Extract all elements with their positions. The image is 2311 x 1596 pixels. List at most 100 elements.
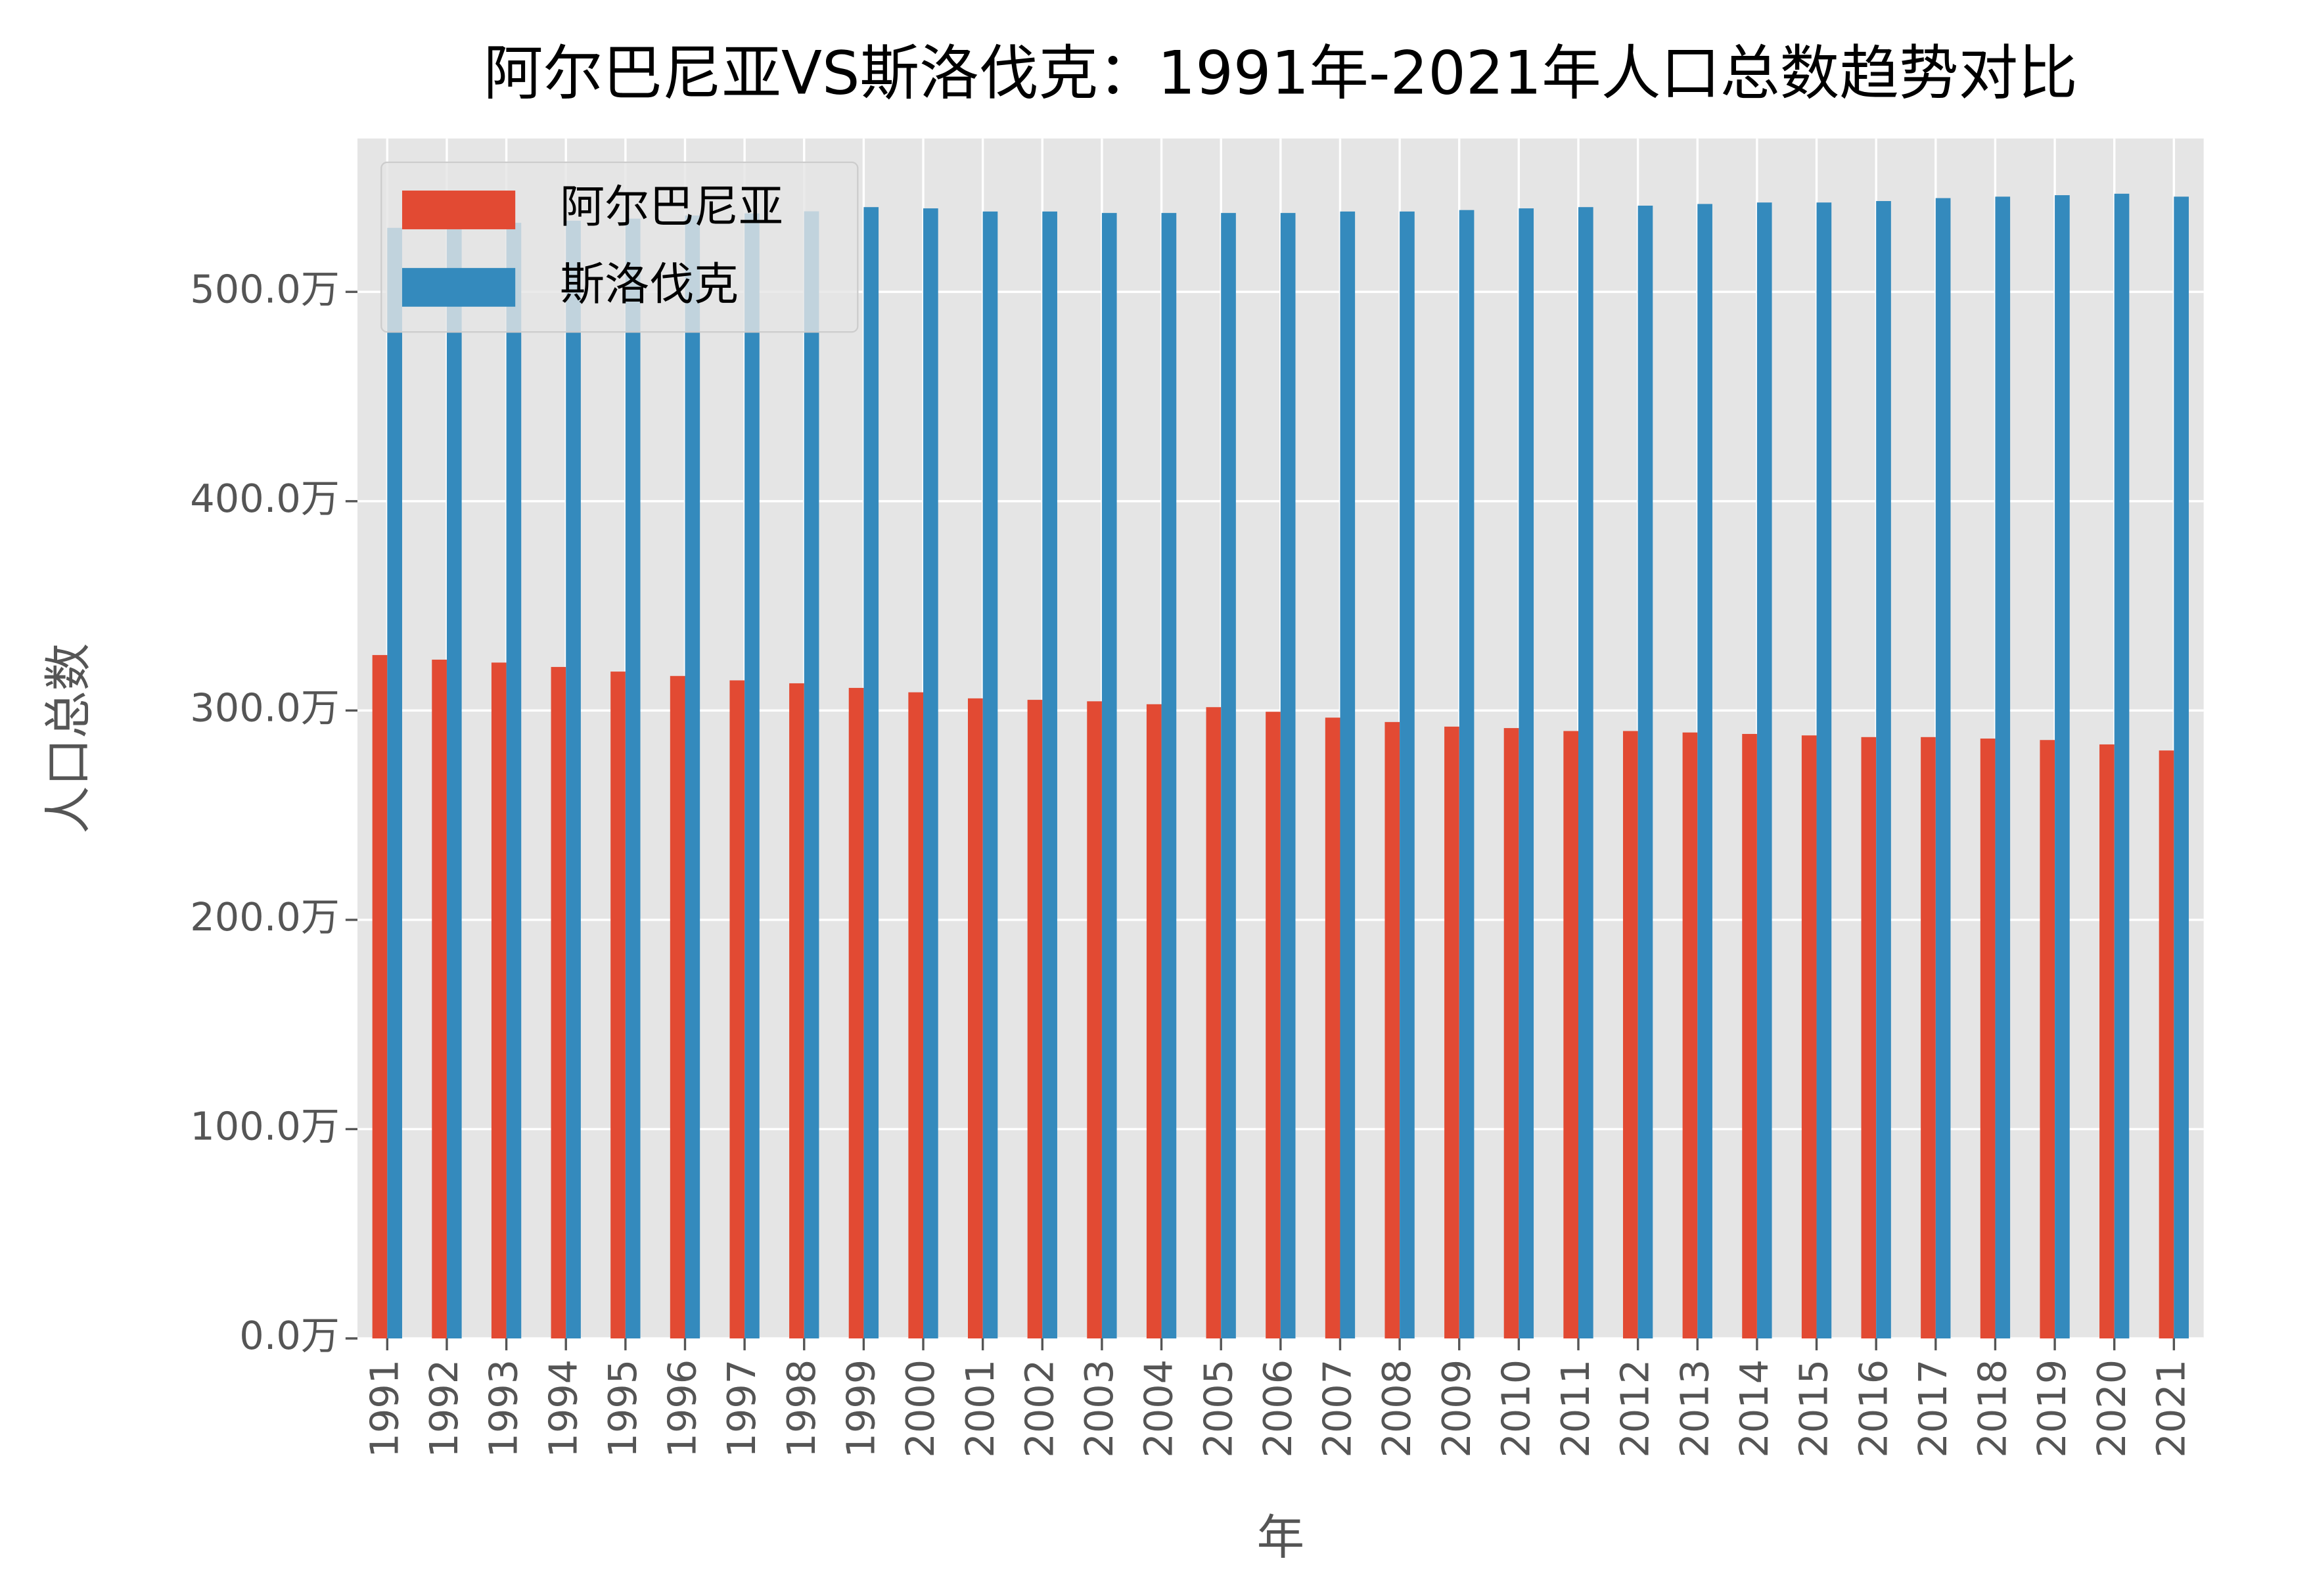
y-tick-label: 0.0万 xyxy=(239,1313,340,1358)
bar xyxy=(1861,737,1877,1339)
bar xyxy=(1682,732,1698,1339)
bar xyxy=(432,659,447,1339)
bar xyxy=(804,211,819,1339)
bar xyxy=(2055,195,2070,1339)
bar xyxy=(1042,211,1057,1339)
x-tick-label: 2001 xyxy=(957,1359,1003,1458)
bar xyxy=(789,683,804,1339)
y-tick-label: 200.0万 xyxy=(190,894,340,940)
x-tick-label: 2004 xyxy=(1136,1359,1181,1458)
bar xyxy=(923,208,938,1339)
bar xyxy=(1444,726,1459,1339)
bar xyxy=(1266,712,1281,1339)
y-tick-label: 100.0万 xyxy=(190,1104,340,1149)
bar xyxy=(1459,210,1475,1339)
x-tick-label: 2007 xyxy=(1315,1359,1360,1458)
bar xyxy=(372,654,388,1339)
bar xyxy=(2114,193,2130,1339)
chart-title: 阿尔巴尼亚VS斯洛伐克：1991年-2021年人口总数趋势对比 xyxy=(484,39,2078,108)
y-axis-label: 人口总数 xyxy=(41,643,97,834)
bar xyxy=(908,692,924,1339)
y-tick-label: 300.0万 xyxy=(190,685,340,730)
bar xyxy=(729,680,745,1339)
bar xyxy=(566,220,581,1339)
legend-swatch xyxy=(401,191,516,229)
x-tick-label: 1997 xyxy=(719,1359,764,1458)
x-tick-label: 2019 xyxy=(2029,1359,2074,1458)
bar xyxy=(1563,731,1579,1339)
y-tick-label: 400.0万 xyxy=(190,476,340,521)
bar xyxy=(1280,213,1296,1339)
bar xyxy=(1325,718,1340,1339)
bar xyxy=(506,223,522,1339)
legend-swatch xyxy=(401,267,516,307)
x-tick-label: 2020 xyxy=(2089,1359,2134,1458)
bar xyxy=(1816,202,1832,1339)
bar xyxy=(491,662,507,1339)
bar xyxy=(610,672,626,1339)
x-tick-label: 2014 xyxy=(1731,1359,1777,1458)
x-tick-label: 2011 xyxy=(1553,1359,1598,1458)
bar xyxy=(1578,207,1593,1339)
bar xyxy=(1622,731,1638,1339)
bar xyxy=(982,211,998,1339)
x-tick-label: 2017 xyxy=(1910,1359,1956,1458)
x-tick-label: 1996 xyxy=(660,1359,705,1458)
bar xyxy=(1503,728,1519,1339)
bar xyxy=(387,227,402,1339)
bar xyxy=(2040,740,2055,1339)
bar xyxy=(863,207,879,1339)
bar xyxy=(625,218,641,1339)
bar xyxy=(1876,200,1891,1339)
bar xyxy=(1206,707,1222,1339)
x-tick-label: 2006 xyxy=(1255,1359,1300,1458)
bar xyxy=(1101,213,1117,1339)
bar xyxy=(670,675,685,1339)
bar xyxy=(2099,744,2115,1339)
bar xyxy=(1146,704,1162,1339)
bar xyxy=(1742,734,1757,1339)
bar xyxy=(1161,213,1177,1339)
x-tick-label: 1995 xyxy=(600,1359,645,1458)
bar xyxy=(446,225,462,1339)
bar xyxy=(1801,735,1817,1339)
bar xyxy=(2159,750,2174,1339)
bar xyxy=(1519,208,1534,1339)
bar xyxy=(1637,205,1653,1339)
x-tick-label: 2021 xyxy=(2148,1359,2193,1458)
bar xyxy=(1027,700,1043,1339)
bar xyxy=(1995,196,2011,1339)
x-tick-label: 2005 xyxy=(1195,1359,1241,1458)
bar xyxy=(1980,739,1996,1339)
bar xyxy=(1384,721,1400,1339)
x-tick-label: 1998 xyxy=(779,1359,824,1458)
bar xyxy=(1340,211,1356,1339)
y-tick-label: 500.0万 xyxy=(190,266,340,311)
bar xyxy=(685,215,700,1339)
bar xyxy=(848,687,864,1339)
x-tick-label: 2015 xyxy=(1791,1359,1837,1458)
bar xyxy=(1697,204,1712,1339)
legend-label: 阿尔巴尼亚 xyxy=(560,181,783,233)
x-tick-label: 2000 xyxy=(898,1359,943,1458)
x-tick-label: 1991 xyxy=(361,1359,407,1458)
bar xyxy=(1935,198,1951,1339)
bar xyxy=(1921,737,1936,1339)
x-tick-label: 2009 xyxy=(1434,1359,1479,1458)
bar xyxy=(1400,211,1415,1339)
x-tick-label: 1999 xyxy=(838,1359,884,1458)
x-tick-label: 2018 xyxy=(1970,1359,2015,1458)
bar xyxy=(2174,196,2189,1339)
bar xyxy=(551,667,566,1339)
x-tick-label: 2010 xyxy=(1493,1359,1538,1458)
bar xyxy=(968,698,983,1339)
legend-label: 斯洛伐克 xyxy=(560,259,739,311)
bar xyxy=(1221,213,1236,1339)
bar xyxy=(1087,701,1102,1339)
x-tick-label: 2003 xyxy=(1076,1359,1122,1458)
x-tick-label: 1993 xyxy=(481,1359,526,1458)
x-tick-label: 1992 xyxy=(421,1359,467,1458)
x-tick-label: 2013 xyxy=(1672,1359,1717,1458)
x-axis-label: 年 xyxy=(1257,1511,1305,1566)
